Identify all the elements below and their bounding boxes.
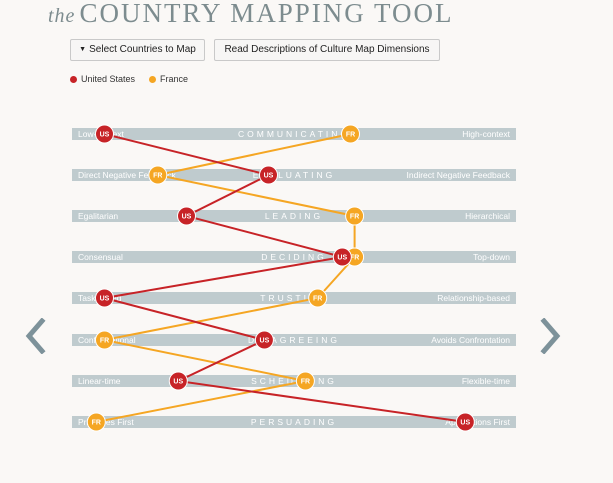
read-descriptions-button[interactable]: Read Descriptions of Culture Map Dimensi… xyxy=(214,39,440,61)
marker-label: US xyxy=(173,379,183,386)
marker-us-evaluating[interactable]: US xyxy=(259,165,278,185)
marker-label: FR xyxy=(100,338,109,345)
dimension-right-label: Indirect Negative Feedback xyxy=(406,170,510,180)
marker-circle xyxy=(148,165,168,185)
dimension-name: DECIDING xyxy=(261,252,327,262)
read-descriptions-label: Read Descriptions of Culture Map Dimensi… xyxy=(224,44,430,55)
dimension-right-label: High-context xyxy=(462,129,510,139)
select-countries-button[interactable]: ▼ Select Countries to Map xyxy=(70,39,205,61)
dimension-name: COMMUNICATING xyxy=(237,129,351,139)
marker-label: US xyxy=(460,420,470,427)
dimension-row-evaluating: Direct Negative Feedback EVALUATING Indi… xyxy=(72,169,516,181)
marker-circle xyxy=(332,247,352,267)
dimension-right-label: Top-down xyxy=(473,252,510,262)
marker-fr-disagreeing[interactable]: FR xyxy=(95,330,114,350)
dimension-right-label: Relationship-based xyxy=(437,293,510,303)
marker-label: US xyxy=(100,296,110,303)
marker-circle xyxy=(259,165,278,185)
marker-label: FR xyxy=(313,296,322,303)
legend-item-us: United States xyxy=(70,74,135,84)
marker-label: US xyxy=(100,132,110,139)
chevron-left-icon[interactable] xyxy=(24,318,48,354)
dimension-right-label: Avoids Confrontation xyxy=(431,335,510,345)
dimension-name: LEADING xyxy=(264,211,324,221)
caret-down-icon: ▼ xyxy=(79,46,87,53)
select-countries-label: Select Countries to Map xyxy=(89,44,196,55)
marker-circle xyxy=(177,206,196,226)
dimension-right-label: Hierarchical xyxy=(465,211,510,221)
dimension-row-persuading: Principles First PERSUADING Applications… xyxy=(72,416,516,428)
marker-us-deciding[interactable]: US xyxy=(332,247,352,267)
marker-us-scheduling[interactable]: US xyxy=(168,371,188,391)
marker-label: FR xyxy=(153,173,162,180)
marker-us-trusting[interactable]: US xyxy=(95,288,114,308)
marker-circle xyxy=(95,124,114,144)
marker-circle xyxy=(86,412,106,432)
marker-us-disagreeing[interactable]: US xyxy=(254,330,274,350)
marker-label: FR xyxy=(92,420,101,427)
marker-label: US xyxy=(182,214,192,221)
marker-circle xyxy=(345,206,365,226)
title-main: COUNTRY MAPPING TOOL xyxy=(79,0,454,28)
dimension-left-label: Linear-time xyxy=(78,376,121,386)
legend: United States France xyxy=(70,74,188,84)
series-line-us xyxy=(104,133,466,423)
dimension-name: EVALUATING xyxy=(252,170,336,180)
marker-label: US xyxy=(260,338,270,345)
legend-swatch-fr xyxy=(149,75,157,83)
marker-label: US xyxy=(337,255,347,262)
dimension-left-label: Consensual xyxy=(78,252,123,262)
dimension-left-label: Egalitarian xyxy=(78,211,119,221)
marker-fr-persuading[interactable]: FR xyxy=(86,412,106,432)
chevron-right-icon[interactable] xyxy=(538,318,562,354)
marker-fr-leading[interactable]: FR xyxy=(345,206,365,226)
dimension-left-label: Principles First xyxy=(78,417,134,427)
dimension-row-deciding: Consensual DECIDING Top-down xyxy=(72,251,516,263)
marker-label: US xyxy=(264,173,274,180)
marker-label: FR xyxy=(301,379,310,386)
dimension-name: TRUSTING xyxy=(260,293,328,303)
marker-us-leading[interactable]: US xyxy=(177,206,196,226)
dimension-right-label: Flexible-time xyxy=(461,376,510,386)
legend-label-fr: France xyxy=(160,74,189,84)
dimension-left-label: Direct Negative Feedback xyxy=(78,170,176,180)
marker-us-communicating[interactable]: US xyxy=(95,124,114,144)
marker-circle xyxy=(95,330,114,350)
marker-circle xyxy=(95,288,114,308)
series-line-fr xyxy=(96,133,356,423)
marker-fr-trusting[interactable]: FR xyxy=(308,288,328,308)
marker-fr-evaluating[interactable]: FR xyxy=(148,165,168,185)
marker-label: FR xyxy=(350,255,359,262)
dimension-right-label: Applications First xyxy=(445,417,510,427)
marker-circle xyxy=(341,124,360,144)
dimension-name: PERSUADING xyxy=(250,417,338,427)
legend-item-fr: France xyxy=(149,74,188,84)
marker-circle xyxy=(168,371,188,391)
dimension-name: DISAGREEING xyxy=(247,335,341,345)
legend-swatch-us xyxy=(70,75,77,83)
marker-circle xyxy=(295,371,315,391)
legend-label-us: United States xyxy=(81,74,136,84)
marker-circle xyxy=(308,288,328,308)
marker-fr-communicating[interactable]: FR xyxy=(341,124,360,144)
marker-us-persuading[interactable]: US xyxy=(455,412,475,432)
marker-circle xyxy=(254,330,274,350)
marker-label: FR xyxy=(350,214,359,221)
dimension-name: SCHEDULING xyxy=(251,376,337,386)
page-title: the COUNTRY MAPPING TOOL xyxy=(48,0,453,29)
title-prefix: the xyxy=(48,5,76,27)
marker-fr-scheduling[interactable]: FR xyxy=(295,371,315,391)
marker-circle xyxy=(455,412,475,432)
marker-label: FR xyxy=(346,132,355,139)
